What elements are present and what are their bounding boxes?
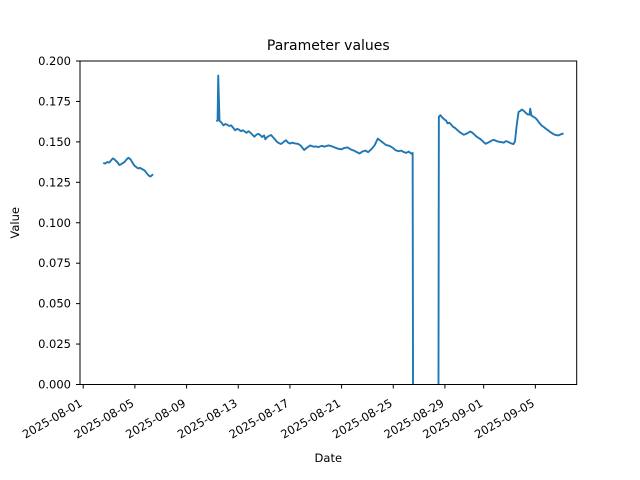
y-tick-label: 0.025 (38, 337, 71, 351)
series-line (102, 156, 154, 178)
x-axis-label: Date (315, 451, 343, 465)
y-axis-label: Value (8, 207, 22, 239)
plot-area (80, 61, 577, 385)
y-tick-label: 0.125 (38, 175, 71, 189)
y-axis-ticks: 0.000 0.025 0.050 0.075 0.100 0.125 0.150 0.175… (38, 54, 80, 392)
y-tick-label: 0.200 (38, 54, 71, 68)
y-tick-label: 0.075 (38, 256, 71, 270)
chart-title: Parameter values (267, 38, 390, 54)
data-series-group (102, 74, 564, 385)
y-tick-label: 0.175 (38, 94, 71, 108)
x-axis-ticks: 2025-08-012025-08-052025-08-092025-08-13… (20, 384, 537, 442)
y-tick-label: 0.150 (38, 135, 71, 149)
y-tick-label: 0.100 (38, 216, 71, 230)
series-line (215, 74, 414, 385)
axes-spines (79, 60, 578, 385)
y-tick-label: 0.050 (38, 297, 71, 311)
series-line (437, 107, 564, 385)
y-tick-label: 0.000 (38, 378, 71, 392)
